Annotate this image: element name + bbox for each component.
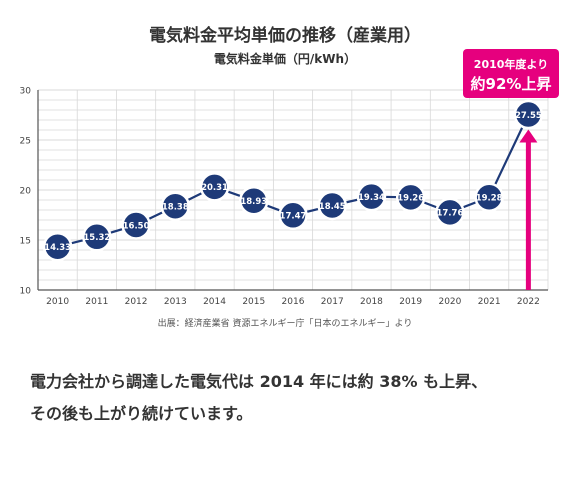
data-point <box>121 210 151 240</box>
x-tick-label: 2010 <box>46 297 69 307</box>
data-label: 16.50 <box>123 221 150 231</box>
data-label: 19.34 <box>358 193 385 203</box>
x-tick-label: 2017 <box>321 297 344 307</box>
price-trend-chart: 電気料金平均単価の推移（産業用） 電気料金単価（円/kWh） 10 15 20 25 3… <box>20 25 559 329</box>
callout-line2: 約92%上昇 <box>471 75 552 93</box>
y-tick-label: 20 <box>20 187 32 197</box>
data-label: 17.47 <box>280 212 307 222</box>
data-label: 27.55 <box>515 111 542 121</box>
data-label: 20.31 <box>201 183 228 193</box>
x-tick-label: 2021 <box>478 297 501 307</box>
x-tick-label: 2016 <box>282 297 305 307</box>
arrow-head <box>519 129 538 143</box>
y-tick-label: 10 <box>20 287 32 297</box>
increase-arrow <box>519 129 538 290</box>
data-point <box>82 222 112 252</box>
data-label: 19.28 <box>476 194 503 204</box>
x-tick-label: 2015 <box>242 297 265 307</box>
gridlines <box>37 89 549 290</box>
arrow-shaft <box>525 140 531 290</box>
caption-line-1: 電力会社から調達した電気代は 2014 年には約 38% も上昇、 <box>30 372 488 391</box>
x-tick-label: 2019 <box>399 297 422 307</box>
data-label: 15.32 <box>83 233 110 243</box>
axes: 10 15 20 25 30 2010 2011 2012 2013 2014 2015 2016 20… <box>20 87 548 307</box>
x-tick-label: 2011 <box>85 297 108 307</box>
data-label: 18.93 <box>240 197 267 207</box>
data-point <box>42 231 73 262</box>
data-label: 18.45 <box>319 202 346 212</box>
x-tick-label: 2020 <box>438 297 461 307</box>
data-point <box>239 185 269 216</box>
callout-box <box>463 49 559 98</box>
callout-line1: 2010年度より <box>474 57 548 71</box>
x-tick-label: 2012 <box>125 297 148 307</box>
data-point <box>317 190 347 221</box>
data-label: 17.76 <box>436 209 463 219</box>
x-tick-label: 2013 <box>164 297 187 307</box>
data-label: 14.33 <box>44 243 71 253</box>
x-tick-label: 2022 <box>517 297 540 307</box>
data-points: 14.33 15.32 16.50 18.38 20.31 18.93 17.47 18.45… <box>42 99 544 262</box>
chart-subtitle: 電気料金単価（円/kWh） <box>214 51 356 66</box>
x-tick-label: 2018 <box>360 297 383 307</box>
data-point <box>199 172 230 202</box>
data-point <box>278 200 308 231</box>
data-point <box>356 181 387 212</box>
y-tick-label: 30 <box>20 87 32 97</box>
y-tick-label: 25 <box>20 137 31 147</box>
data-label: 19.26 <box>397 194 424 204</box>
data-point <box>474 182 504 212</box>
x-tick-label: 2014 <box>203 297 226 307</box>
increase-callout: 2010年度より 約92%上昇 <box>463 49 559 98</box>
data-label: 18.38 <box>162 203 189 213</box>
data-point <box>435 197 465 228</box>
caption-line-2: その後も上がり続けています。 <box>30 404 253 423</box>
summary-caption: 電力会社から調達した電気代は 2014 年には約 38% も上昇、 その後も上が… <box>30 366 550 430</box>
source-note: 出展：経済産業省 資源エネルギー庁「日本のエネルギー」より <box>158 317 413 329</box>
data-point <box>395 182 426 213</box>
data-point <box>513 99 544 130</box>
chart-title: 電気料金平均単価の推移（産業用） <box>149 25 421 46</box>
data-point <box>160 191 191 221</box>
y-tick-label: 15 <box>20 237 31 247</box>
